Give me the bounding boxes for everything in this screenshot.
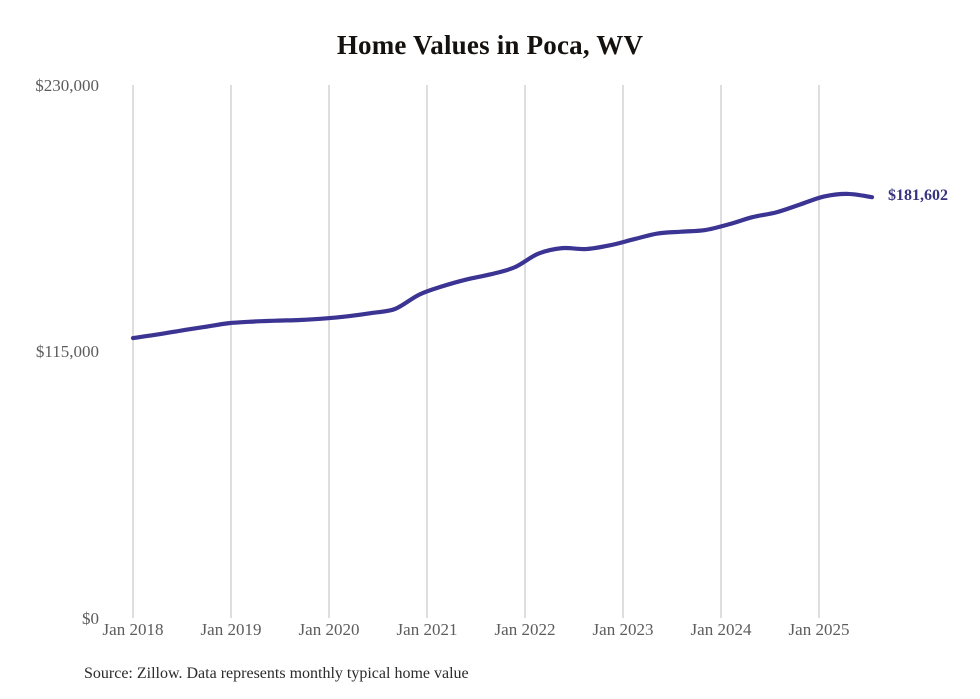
x-tick-label-jan-2024: Jan 2024 [690,620,752,639]
x-tick-label-jan-2020: Jan 2020 [298,620,360,639]
x-tick-label-jan-2021: Jan 2021 [396,620,458,639]
source-note: Source: Zillow. Data represents monthly … [84,665,469,682]
y-tick-label-zero: $0 [82,609,99,628]
x-tick-label-jan-2025: Jan 2025 [788,620,850,639]
home-value-line [130,191,875,341]
end-value-annotation: $181,602 [888,187,948,205]
x-tick-label-jan-2018: Jan 2018 [102,620,164,639]
x-tick-label-jan-2019: Jan 2019 [200,620,262,639]
gridlines [132,85,820,618]
y-tick-label-mid: $115,000 [35,342,99,361]
chart-title: Home Values in Poca, WV [336,30,644,60]
x-tick-label-jan-2022: Jan 2022 [494,620,556,639]
x-tick-label-jan-2023: Jan 2023 [592,620,654,639]
y-tick-label-top: $230,000 [35,76,99,95]
